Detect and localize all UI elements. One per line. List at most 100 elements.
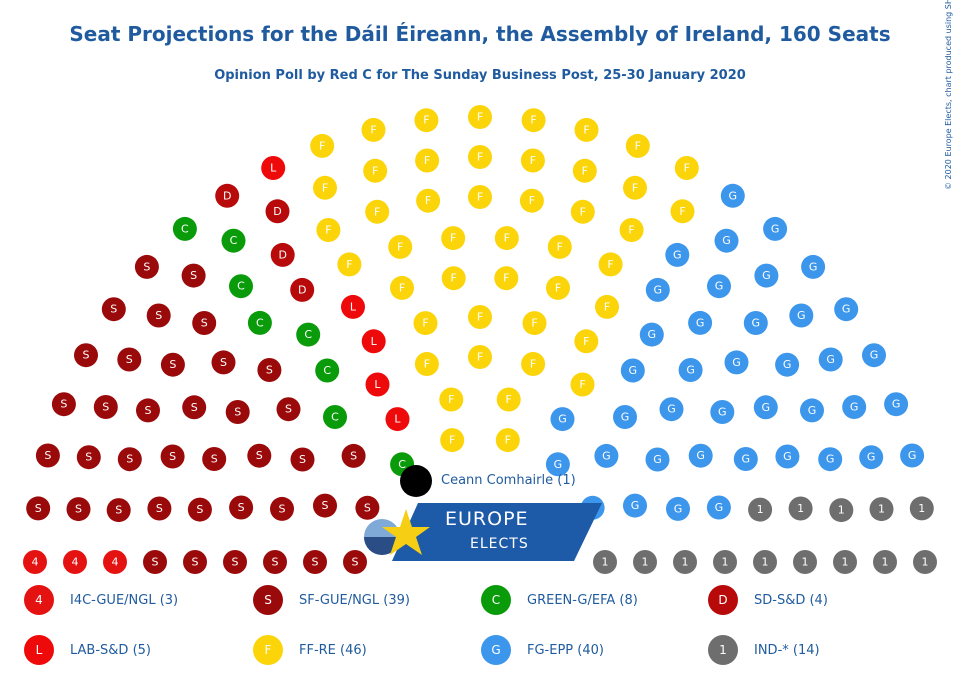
seat-G: G	[724, 350, 749, 375]
seat-S: S	[160, 444, 185, 469]
legend-item-sf: S SF-GUE/NGL (39)	[253, 585, 410, 615]
seat-S: S	[76, 445, 101, 470]
svg-text:S: S	[299, 453, 306, 466]
svg-text:F: F	[451, 272, 457, 285]
seat-F: F	[468, 185, 492, 209]
svg-text:F: F	[506, 393, 512, 406]
svg-text:F: F	[370, 123, 376, 136]
svg-text:F: F	[424, 358, 430, 371]
seat-S: S	[355, 495, 380, 520]
svg-text:F: F	[555, 281, 561, 294]
svg-text:F: F	[580, 205, 586, 218]
seat-F: F	[413, 311, 438, 336]
svg-text:F: F	[530, 358, 536, 371]
svg-text:G: G	[674, 502, 683, 515]
svg-text:G: G	[558, 413, 567, 426]
seat-F: F	[522, 311, 547, 336]
seat-F: F	[414, 108, 439, 133]
seat-F: F	[494, 266, 519, 291]
svg-text:F: F	[583, 123, 589, 136]
svg-text:C: C	[237, 280, 245, 293]
svg-text:G: G	[908, 449, 917, 462]
seat-1: 1	[713, 550, 737, 574]
seat-F: F	[521, 352, 546, 376]
svg-text:G: G	[654, 283, 663, 296]
seat-F: F	[574, 329, 599, 354]
seat-F: F	[572, 158, 597, 183]
seat-F: F	[313, 175, 337, 200]
seat-S: S	[35, 443, 60, 468]
seat-S: S	[290, 447, 315, 472]
svg-text:S: S	[169, 450, 176, 463]
seat-D: D	[290, 277, 315, 302]
seat-G: G	[754, 263, 779, 288]
seat-G: G	[801, 254, 826, 279]
svg-text:S: S	[169, 358, 176, 371]
svg-text:S: S	[102, 401, 109, 414]
seat-S: S	[66, 497, 91, 522]
seat-G: G	[623, 493, 647, 518]
seat-L: L	[385, 407, 410, 432]
svg-text:F: F	[448, 393, 454, 406]
seat-1: 1	[873, 550, 897, 574]
svg-text:S: S	[126, 453, 133, 466]
seat-S: S	[74, 343, 98, 368]
svg-text:1: 1	[838, 504, 845, 517]
svg-text:G: G	[771, 222, 780, 235]
svg-text:F: F	[477, 311, 483, 324]
legend-swatch: G	[481, 635, 511, 665]
svg-text:G: G	[850, 401, 859, 414]
svg-text:S: S	[156, 502, 163, 515]
svg-text:G: G	[602, 449, 611, 462]
seat-D: D	[270, 242, 295, 267]
seat-1: 1	[748, 497, 773, 522]
svg-text:G: G	[554, 458, 563, 471]
svg-text:G: G	[809, 260, 818, 273]
seat-G: G	[545, 452, 570, 477]
chart-subtitle: Opinion Poll by Red C for The Sunday Bus…	[214, 68, 746, 83]
seat-F: F	[316, 218, 341, 242]
svg-text:D: D	[223, 189, 231, 202]
seat-S: S	[93, 395, 118, 419]
svg-text:S: S	[220, 356, 227, 369]
legend-swatch: D	[708, 585, 738, 615]
seat-S: S	[313, 493, 337, 518]
svg-text:S: S	[201, 317, 208, 330]
seat-S: S	[147, 496, 172, 521]
seat-G: G	[710, 400, 735, 424]
svg-text:S: S	[192, 556, 199, 569]
seat-1: 1	[788, 496, 813, 521]
seat-L: L	[365, 372, 390, 397]
svg-text:F: F	[450, 232, 456, 245]
legend-item-lab: L LAB-S&D (5)	[24, 635, 151, 665]
seat-C: C	[247, 310, 272, 335]
svg-text:F: F	[531, 317, 537, 330]
svg-text:S: S	[285, 403, 292, 416]
svg-text:F: F	[425, 194, 431, 207]
svg-text:D: D	[298, 283, 306, 296]
legend-label: SF-GUE/NGL (39)	[299, 592, 410, 608]
seat-G: G	[884, 392, 909, 417]
legend-swatch: L	[24, 635, 54, 665]
legend-label: FG-EPP (40)	[527, 642, 604, 658]
seat-1: 1	[593, 550, 617, 574]
svg-text:G: G	[783, 358, 792, 371]
seat-C: C	[323, 405, 347, 429]
svg-text:F: F	[397, 240, 403, 253]
svg-text:S: S	[143, 260, 150, 273]
svg-text:C: C	[323, 364, 331, 377]
seat-G: G	[733, 447, 758, 471]
seat-F: F	[337, 252, 362, 277]
svg-text:F: F	[632, 181, 638, 194]
svg-text:4: 4	[32, 556, 39, 569]
seat-F: F	[625, 133, 650, 158]
svg-text:S: S	[155, 309, 162, 322]
seat-S: S	[263, 550, 287, 574]
svg-text:C: C	[304, 328, 312, 341]
svg-text:G: G	[673, 248, 682, 261]
seat-G: G	[789, 303, 814, 328]
svg-text:F: F	[503, 272, 509, 285]
svg-text:F: F	[449, 434, 455, 447]
seat-F: F	[547, 234, 572, 259]
seat-F: F	[388, 234, 413, 259]
